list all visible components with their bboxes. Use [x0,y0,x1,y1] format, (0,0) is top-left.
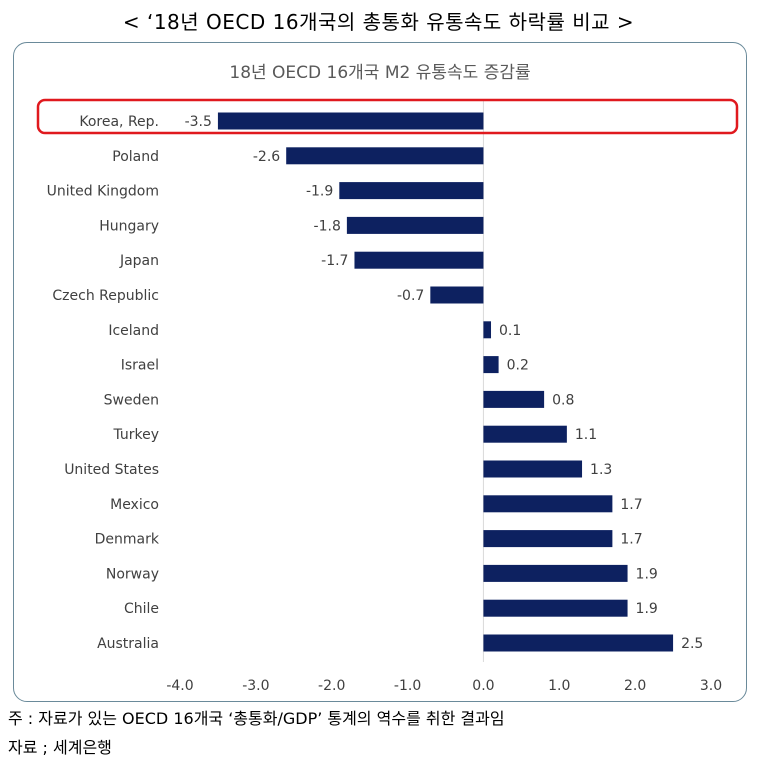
category-label: United States [64,462,159,478]
category-label: Chile [124,601,159,617]
category-label: Australia [97,636,159,652]
category-label: Sweden [104,392,159,408]
category-label: Japan [119,253,159,269]
chart-frame [13,42,747,702]
data-label: 1.1 [575,427,597,443]
category-label: Czech Republic [52,288,159,304]
category-label: United Kingdom [47,184,159,200]
x-tick-label: -2.0 [318,678,345,694]
bar [483,599,628,617]
x-tick-label: -1.0 [394,678,421,694]
bar [286,147,484,165]
x-tick-label: 1.0 [548,678,570,694]
footnote: 주 : 자료가 있는 OECD 16개국 ‘총통화/GDP’ 통계의 역수를 취… [8,709,505,728]
bar [483,390,545,408]
data-label: 0.8 [552,392,574,408]
bar [483,460,583,478]
category-label: Denmark [95,532,160,548]
data-label: 1.7 [620,532,642,548]
x-tick-label: 3.0 [700,678,722,694]
bar [483,425,567,443]
category-label: Iceland [108,323,159,339]
x-tick-label: -3.0 [242,678,269,694]
data-label: -1.7 [321,253,348,269]
category-label: Mexico [110,497,159,513]
bar [483,530,613,548]
data-label: 1.7 [620,497,642,513]
bar [483,634,674,652]
category-label: Turkey [112,427,159,443]
category-label: Poland [112,149,159,165]
bar [483,495,613,513]
bar [483,356,499,374]
category-label: Korea, Rep. [79,114,159,130]
data-label: 1.9 [636,601,658,617]
category-label: Hungary [99,218,159,234]
bar [483,321,492,339]
bar [339,182,484,200]
data-label: -3.5 [185,114,212,130]
bar [430,286,484,304]
highlight-box [36,98,739,135]
x-tick-label: 2.0 [624,678,646,694]
bar [354,251,484,269]
data-label: 0.1 [499,323,521,339]
page-title: < ‘18년 OECD 16개국의 총통화 유통속도 하락률 비교 > [122,10,635,34]
data-label: -0.7 [397,288,424,304]
bar [217,112,484,130]
data-label: -1.8 [314,218,341,234]
category-label: Israel [121,358,159,374]
data-label: 1.3 [590,462,612,478]
data-label: 2.5 [681,636,703,652]
bar [346,216,484,234]
data-label: 1.9 [636,566,658,582]
data-label: -2.6 [253,149,280,165]
chart-title: 18년 OECD 16개국 M2 유통속도 증감률 [229,63,530,83]
x-tick-label: -4.0 [166,678,193,694]
bar [483,564,628,582]
category-label: Norway [106,566,159,582]
data-label: 0.2 [507,358,529,374]
x-tick-label: 0.0 [472,678,494,694]
source-note: 자료 ; 세계은행 [8,738,112,757]
data-label: -1.9 [306,184,333,200]
